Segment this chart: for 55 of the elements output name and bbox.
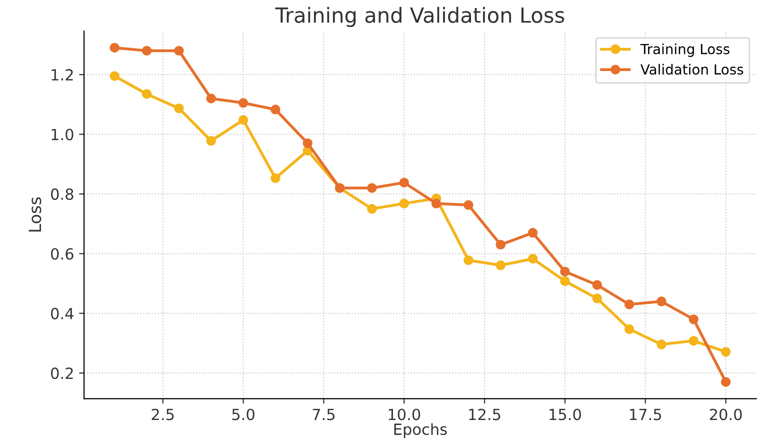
point bbox=[656, 296, 666, 306]
point bbox=[464, 200, 474, 210]
point bbox=[174, 46, 184, 56]
point bbox=[206, 136, 216, 146]
point bbox=[656, 340, 666, 350]
point bbox=[206, 94, 216, 104]
y-tick-label: 0.2 bbox=[51, 368, 73, 380]
point bbox=[399, 198, 409, 208]
point bbox=[496, 240, 506, 250]
point bbox=[624, 300, 634, 310]
point bbox=[399, 178, 409, 188]
point bbox=[592, 294, 602, 304]
x-tick-label: 12.5 bbox=[469, 408, 500, 420]
point bbox=[302, 138, 312, 148]
point bbox=[496, 260, 506, 270]
x-tick-label: 2.5 bbox=[152, 408, 174, 420]
y-tick-label: 1.0 bbox=[52, 128, 74, 140]
y-axis-title: Loss bbox=[28, 197, 42, 232]
point bbox=[367, 204, 377, 214]
point bbox=[110, 42, 120, 53]
y-tick-label: 0.4 bbox=[51, 308, 74, 320]
point bbox=[238, 98, 248, 108]
point bbox=[720, 346, 731, 357]
point bbox=[464, 255, 474, 266]
point bbox=[688, 336, 698, 346]
point bbox=[110, 71, 120, 81]
point bbox=[528, 228, 538, 238]
point bbox=[528, 254, 538, 264]
x-tick-label: 17.5 bbox=[630, 408, 662, 420]
point bbox=[592, 280, 602, 290]
point bbox=[142, 89, 152, 99]
point bbox=[270, 173, 280, 184]
point bbox=[560, 266, 570, 276]
chart-title: Training and Validation Loss bbox=[275, 6, 564, 28]
x-axis-title: Epochs bbox=[394, 423, 447, 438]
point bbox=[560, 276, 570, 286]
point bbox=[720, 377, 731, 387]
legend-label: Validation Loss bbox=[640, 64, 744, 75]
y-tick-label: 1.2 bbox=[52, 69, 73, 80]
point bbox=[367, 183, 377, 193]
x-tick-label: 7.5 bbox=[312, 408, 335, 420]
x-tick-label: 10.0 bbox=[388, 408, 420, 420]
y-tick-label: 0.6 bbox=[51, 248, 74, 260]
x-tick-label: 5.0 bbox=[232, 408, 254, 420]
point bbox=[142, 46, 152, 56]
point bbox=[174, 103, 184, 114]
point bbox=[624, 324, 634, 334]
y-tick-label: 0.8 bbox=[51, 188, 74, 200]
point bbox=[431, 198, 442, 208]
x-tick-label: 15.0 bbox=[550, 408, 581, 420]
legend-label: Training Loss bbox=[640, 44, 730, 57]
point bbox=[270, 104, 280, 114]
point bbox=[688, 314, 698, 324]
point bbox=[238, 115, 248, 125]
x-tick-label: 20.0 bbox=[710, 408, 742, 420]
